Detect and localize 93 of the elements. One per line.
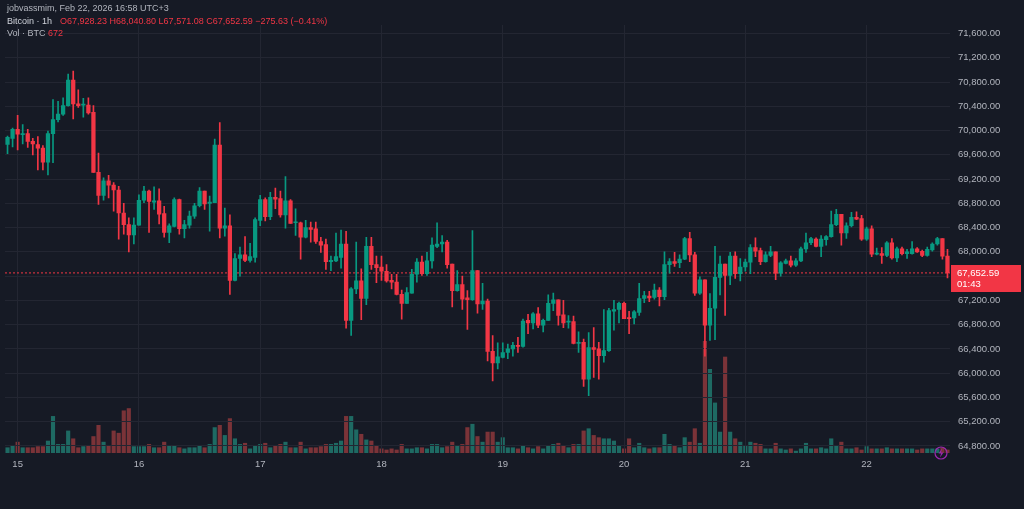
bar [692,427,697,453]
bar [586,427,591,453]
bar [349,415,354,453]
bar [217,424,222,453]
candlestick [222,207,227,237]
bar [222,434,227,453]
x-tick-label: 16 [133,457,145,469]
y-tick-label: 68,000.00 [958,245,1001,257]
bar [20,446,25,453]
y-tick-label: 66,800.00 [958,318,1001,330]
y-tick-label: 71,200.00 [958,51,1001,63]
y-tick-label: 69,200.00 [958,172,1001,184]
candlestick [328,255,334,271]
bar [596,436,601,453]
bar [475,435,480,453]
bar [571,443,576,453]
bar [419,446,424,453]
bar [50,415,56,453]
bar [81,445,86,453]
text: 01:43 [957,277,981,289]
bar [480,441,485,453]
bar [682,436,687,453]
candlestick [879,247,884,264]
bar [414,446,419,453]
bar [723,356,728,453]
candlestick [525,313,531,335]
y-tick-label: 70,400.00 [958,99,1001,111]
candlestick [242,236,248,262]
bar [490,431,495,453]
bar [359,433,364,453]
bar [157,446,162,453]
candlestick [20,124,25,145]
bar [707,368,713,453]
bar [177,446,182,453]
y-tick-label: 68,400.00 [958,221,1001,233]
bar [232,438,238,453]
bar [581,430,586,453]
bar [536,445,541,453]
bar [733,438,738,453]
ref-line-label: 67,652.59 [957,266,1000,278]
bar [288,446,293,453]
bar [293,446,298,453]
y-tick-label: 65,200.00 [958,415,1001,427]
y-tick-label: 64,800.00 [958,439,1001,451]
y-tick-label: 69,600.00 [958,148,1001,160]
x-tick-label: 22 [861,457,872,469]
candlestick [515,337,521,353]
bar [212,426,217,453]
y-tick-label: 66,000.00 [958,366,1001,378]
bar [445,445,450,453]
x-tick-label: 21 [740,457,751,469]
bar [884,446,889,453]
bar [470,423,475,453]
annotation: 672 [48,28,64,38]
bar [510,446,515,453]
bar [632,446,637,453]
y-tick-label: 71,600.00 [958,27,1001,39]
bar [101,441,106,453]
x-tick-label: 15 [12,457,23,469]
bar [525,446,531,453]
bar [71,438,76,453]
bar [344,415,349,453]
bar [152,446,157,453]
bar [652,446,657,453]
bar [202,446,207,453]
bar [227,417,232,453]
x-tick-label: 18 [376,457,387,469]
y-tick-label: 70,800.00 [958,75,1001,87]
chart-title: Vol · BTC [7,28,46,38]
bar [40,445,45,453]
y-tick-label: 66,400.00 [958,342,1001,354]
bar [268,446,273,453]
y-tick-label: 67,200.00 [958,293,1001,305]
bar [657,446,662,453]
y-tick-label: 65,600.00 [958,391,1001,403]
y-tick-label: 70,000.00 [958,124,1001,136]
bar [576,443,581,453]
x-tick-label: 17 [254,457,266,469]
candlestick [333,232,339,262]
chart-title: Bitcoin · 1h [7,16,53,26]
bar [819,446,824,453]
bar [566,446,571,453]
x-tick-label: 20 [618,457,630,469]
annotation: O67,928.23 H68,040.80 L67,571.08 C67,652.59 −275.63 (−0.41%) [60,16,328,26]
candlestick [50,99,56,164]
bar [141,445,147,453]
x-tick-label: 19 [497,457,509,469]
bar [126,407,131,453]
bar [728,431,733,453]
text: jobvassmim, Feb 22, 2026 16:58 UTC+3 [7,3,169,13]
bar [283,441,288,453]
candlestick [596,341,601,380]
y-tick-label: 68,800.00 [958,196,1001,208]
